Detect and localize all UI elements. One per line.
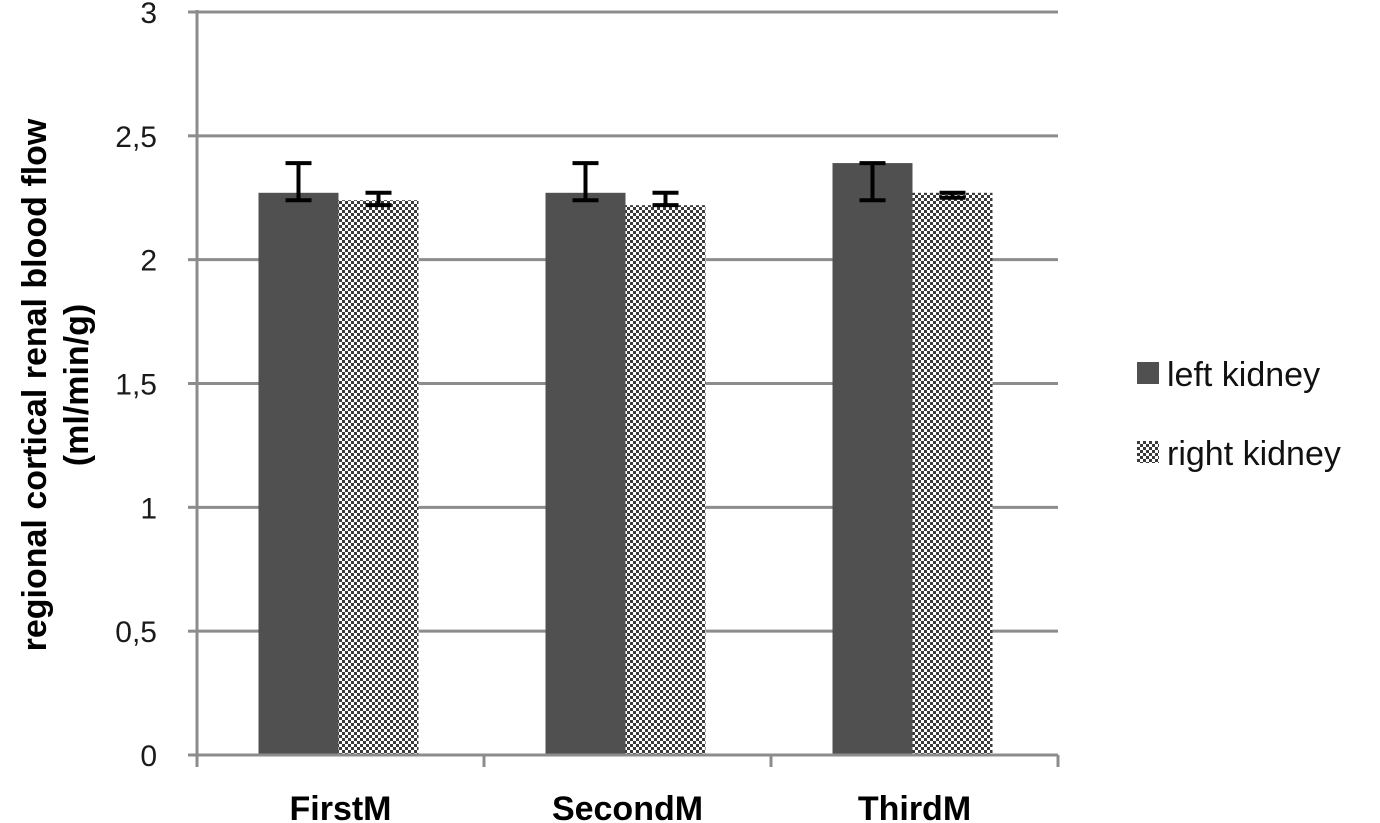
legend: left kidney right kidney bbox=[1137, 356, 1341, 473]
x-tick-label: FirstM bbox=[290, 790, 392, 823]
y-axis-title-line1: regional cortical renal blood flow bbox=[16, 118, 54, 651]
y-tick-label: 0 bbox=[140, 740, 157, 773]
y-tick-label: 3 bbox=[140, 0, 157, 30]
legend-swatch bbox=[1137, 362, 1159, 384]
y-tick-label: 0,5 bbox=[115, 616, 157, 649]
bar-left-kidney-SecondM bbox=[545, 192, 626, 756]
y-tick-label: 2 bbox=[140, 245, 157, 278]
bar-right-kidney-SecondM bbox=[625, 205, 706, 755]
axes bbox=[195, 10, 1060, 767]
y-axis-title-line2: (ml/min/g) bbox=[58, 304, 96, 466]
y-tick-label: 1,5 bbox=[115, 369, 157, 402]
y-tick-labels: 0 0,5 1 1,5 2 2,5 3 bbox=[115, 0, 157, 773]
error-bars bbox=[285, 161, 966, 208]
legend-swatch bbox=[1137, 441, 1159, 463]
bars bbox=[258, 163, 993, 756]
y-tick-label: 1 bbox=[140, 492, 157, 525]
x-tick-label: SecondM bbox=[552, 790, 703, 823]
y-axis-title: regional cortical renal blood flow (ml/m… bbox=[16, 118, 96, 651]
bar-left-kidney-ThirdM bbox=[832, 163, 913, 755]
legend-label: left kidney bbox=[1167, 356, 1320, 394]
x-tick-labels: FirstM SecondM ThirdM bbox=[290, 790, 972, 823]
x-tick-label: ThirdM bbox=[858, 790, 971, 823]
bar-right-kidney-ThirdM bbox=[912, 192, 993, 756]
y-tick-label: 2,5 bbox=[115, 121, 157, 154]
legend-label: right kidney bbox=[1167, 435, 1341, 473]
bar-right-kidney-FirstM bbox=[338, 200, 419, 755]
bar-left-kidney-FirstM bbox=[258, 192, 339, 756]
